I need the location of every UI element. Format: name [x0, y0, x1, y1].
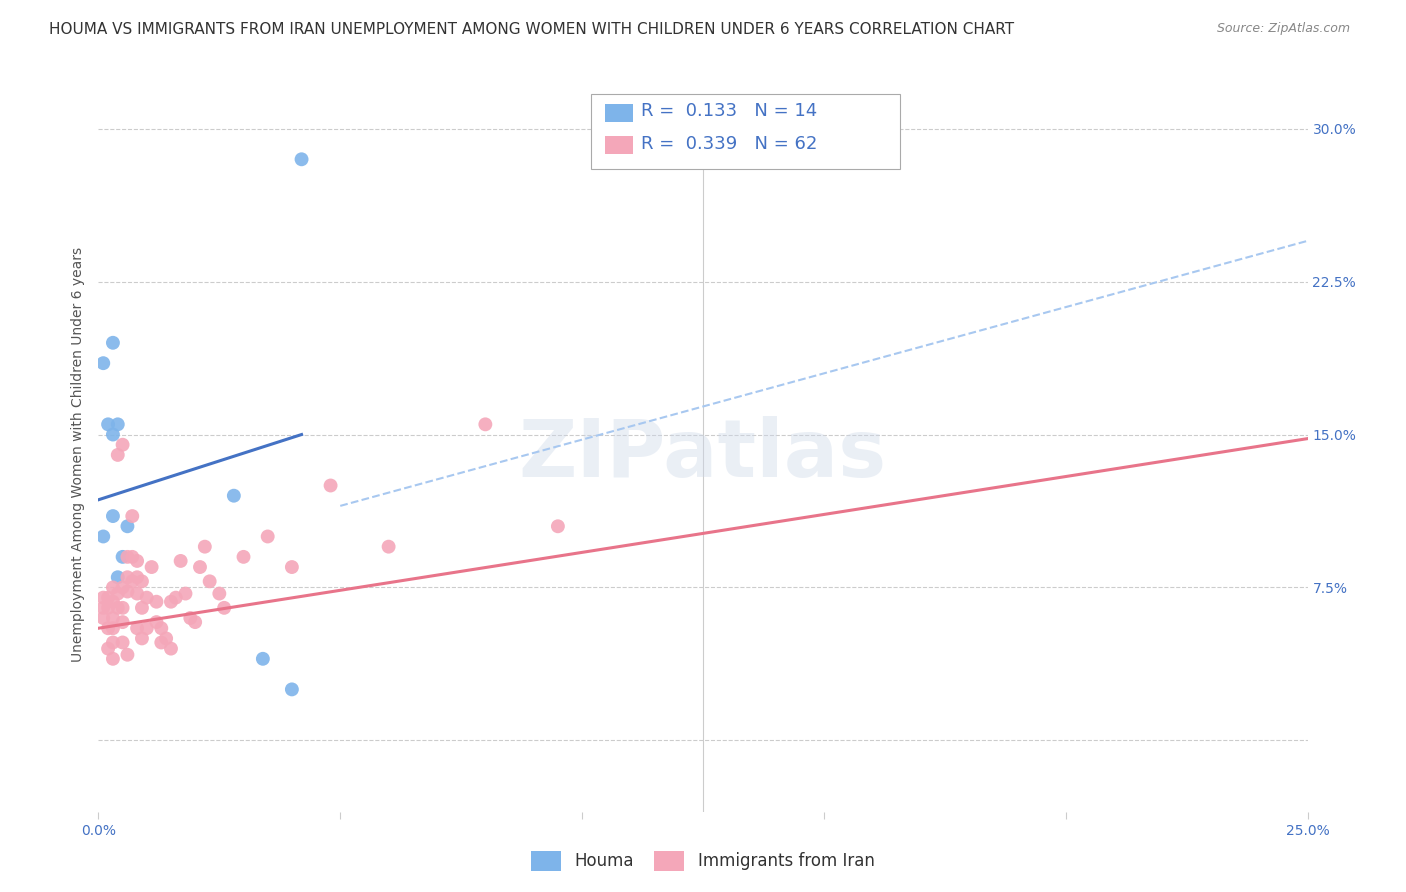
Point	[111, 438, 134, 452]
Point	[91, 600, 114, 615]
Point	[121, 509, 143, 524]
Point	[91, 529, 114, 543]
Point	[160, 641, 183, 656]
Point	[281, 560, 304, 574]
Point	[117, 648, 139, 662]
Point	[101, 621, 124, 635]
Text: R =  0.339   N = 62: R = 0.339 N = 62	[641, 135, 817, 153]
Point	[474, 417, 496, 432]
Point	[127, 554, 149, 568]
Point	[107, 448, 129, 462]
Point	[107, 417, 129, 432]
Point	[222, 489, 245, 503]
Point	[131, 574, 153, 589]
Point	[101, 595, 124, 609]
Point	[165, 591, 187, 605]
Text: R =  0.133   N = 14: R = 0.133 N = 14	[641, 103, 817, 120]
Point	[111, 635, 134, 649]
Point	[111, 615, 134, 629]
Point	[141, 560, 163, 574]
Point	[127, 586, 149, 600]
Point	[121, 574, 143, 589]
Text: Source: ZipAtlas.com: Source: ZipAtlas.com	[1216, 22, 1350, 36]
Point	[131, 632, 153, 646]
Point	[117, 549, 139, 564]
Point	[135, 621, 157, 635]
Point	[377, 540, 399, 554]
Point	[232, 549, 254, 564]
Text: ZIPatlas: ZIPatlas	[519, 416, 887, 494]
Point	[91, 356, 114, 370]
Point	[117, 584, 139, 599]
Text: HOUMA VS IMMIGRANTS FROM IRAN UNEMPLOYMENT AMONG WOMEN WITH CHILDREN UNDER 6 YEA: HOUMA VS IMMIGRANTS FROM IRAN UNEMPLOYME…	[49, 22, 1014, 37]
Point	[101, 335, 124, 350]
Point	[111, 549, 134, 564]
Point	[107, 586, 129, 600]
Point	[121, 549, 143, 564]
Point	[208, 586, 231, 600]
Point	[319, 478, 342, 492]
Legend: Houma, Immigrants from Iran: Houma, Immigrants from Iran	[523, 842, 883, 880]
Point	[150, 635, 173, 649]
Point	[179, 611, 201, 625]
Point	[150, 621, 173, 635]
Point	[101, 581, 124, 595]
Point	[145, 595, 167, 609]
Point	[101, 509, 124, 524]
Point	[107, 600, 129, 615]
Point	[117, 570, 139, 584]
Point	[174, 586, 197, 600]
Point	[145, 615, 167, 629]
Point	[101, 427, 124, 442]
Point	[127, 570, 149, 584]
Point	[101, 611, 124, 625]
Point	[101, 652, 124, 666]
Point	[155, 632, 177, 646]
Point	[107, 570, 129, 584]
Point	[97, 621, 120, 635]
Point	[281, 682, 304, 697]
Point	[131, 600, 153, 615]
Point	[97, 600, 120, 615]
Point	[256, 529, 278, 543]
Point	[160, 595, 183, 609]
Point	[547, 519, 569, 533]
Y-axis label: Unemployment Among Women with Children Under 6 years: Unemployment Among Women with Children U…	[72, 247, 86, 663]
Point	[111, 600, 134, 615]
Point	[198, 574, 221, 589]
Point	[117, 519, 139, 533]
Point	[111, 581, 134, 595]
Point	[97, 417, 120, 432]
Point	[97, 591, 120, 605]
Point	[97, 641, 120, 656]
Point	[188, 560, 211, 574]
Point	[184, 615, 207, 629]
Point	[91, 611, 114, 625]
Point	[290, 153, 312, 167]
Point	[127, 621, 149, 635]
Point	[194, 540, 217, 554]
Point	[91, 591, 114, 605]
Point	[135, 591, 157, 605]
Point	[212, 600, 235, 615]
Point	[169, 554, 191, 568]
Point	[252, 652, 274, 666]
Point	[101, 635, 124, 649]
